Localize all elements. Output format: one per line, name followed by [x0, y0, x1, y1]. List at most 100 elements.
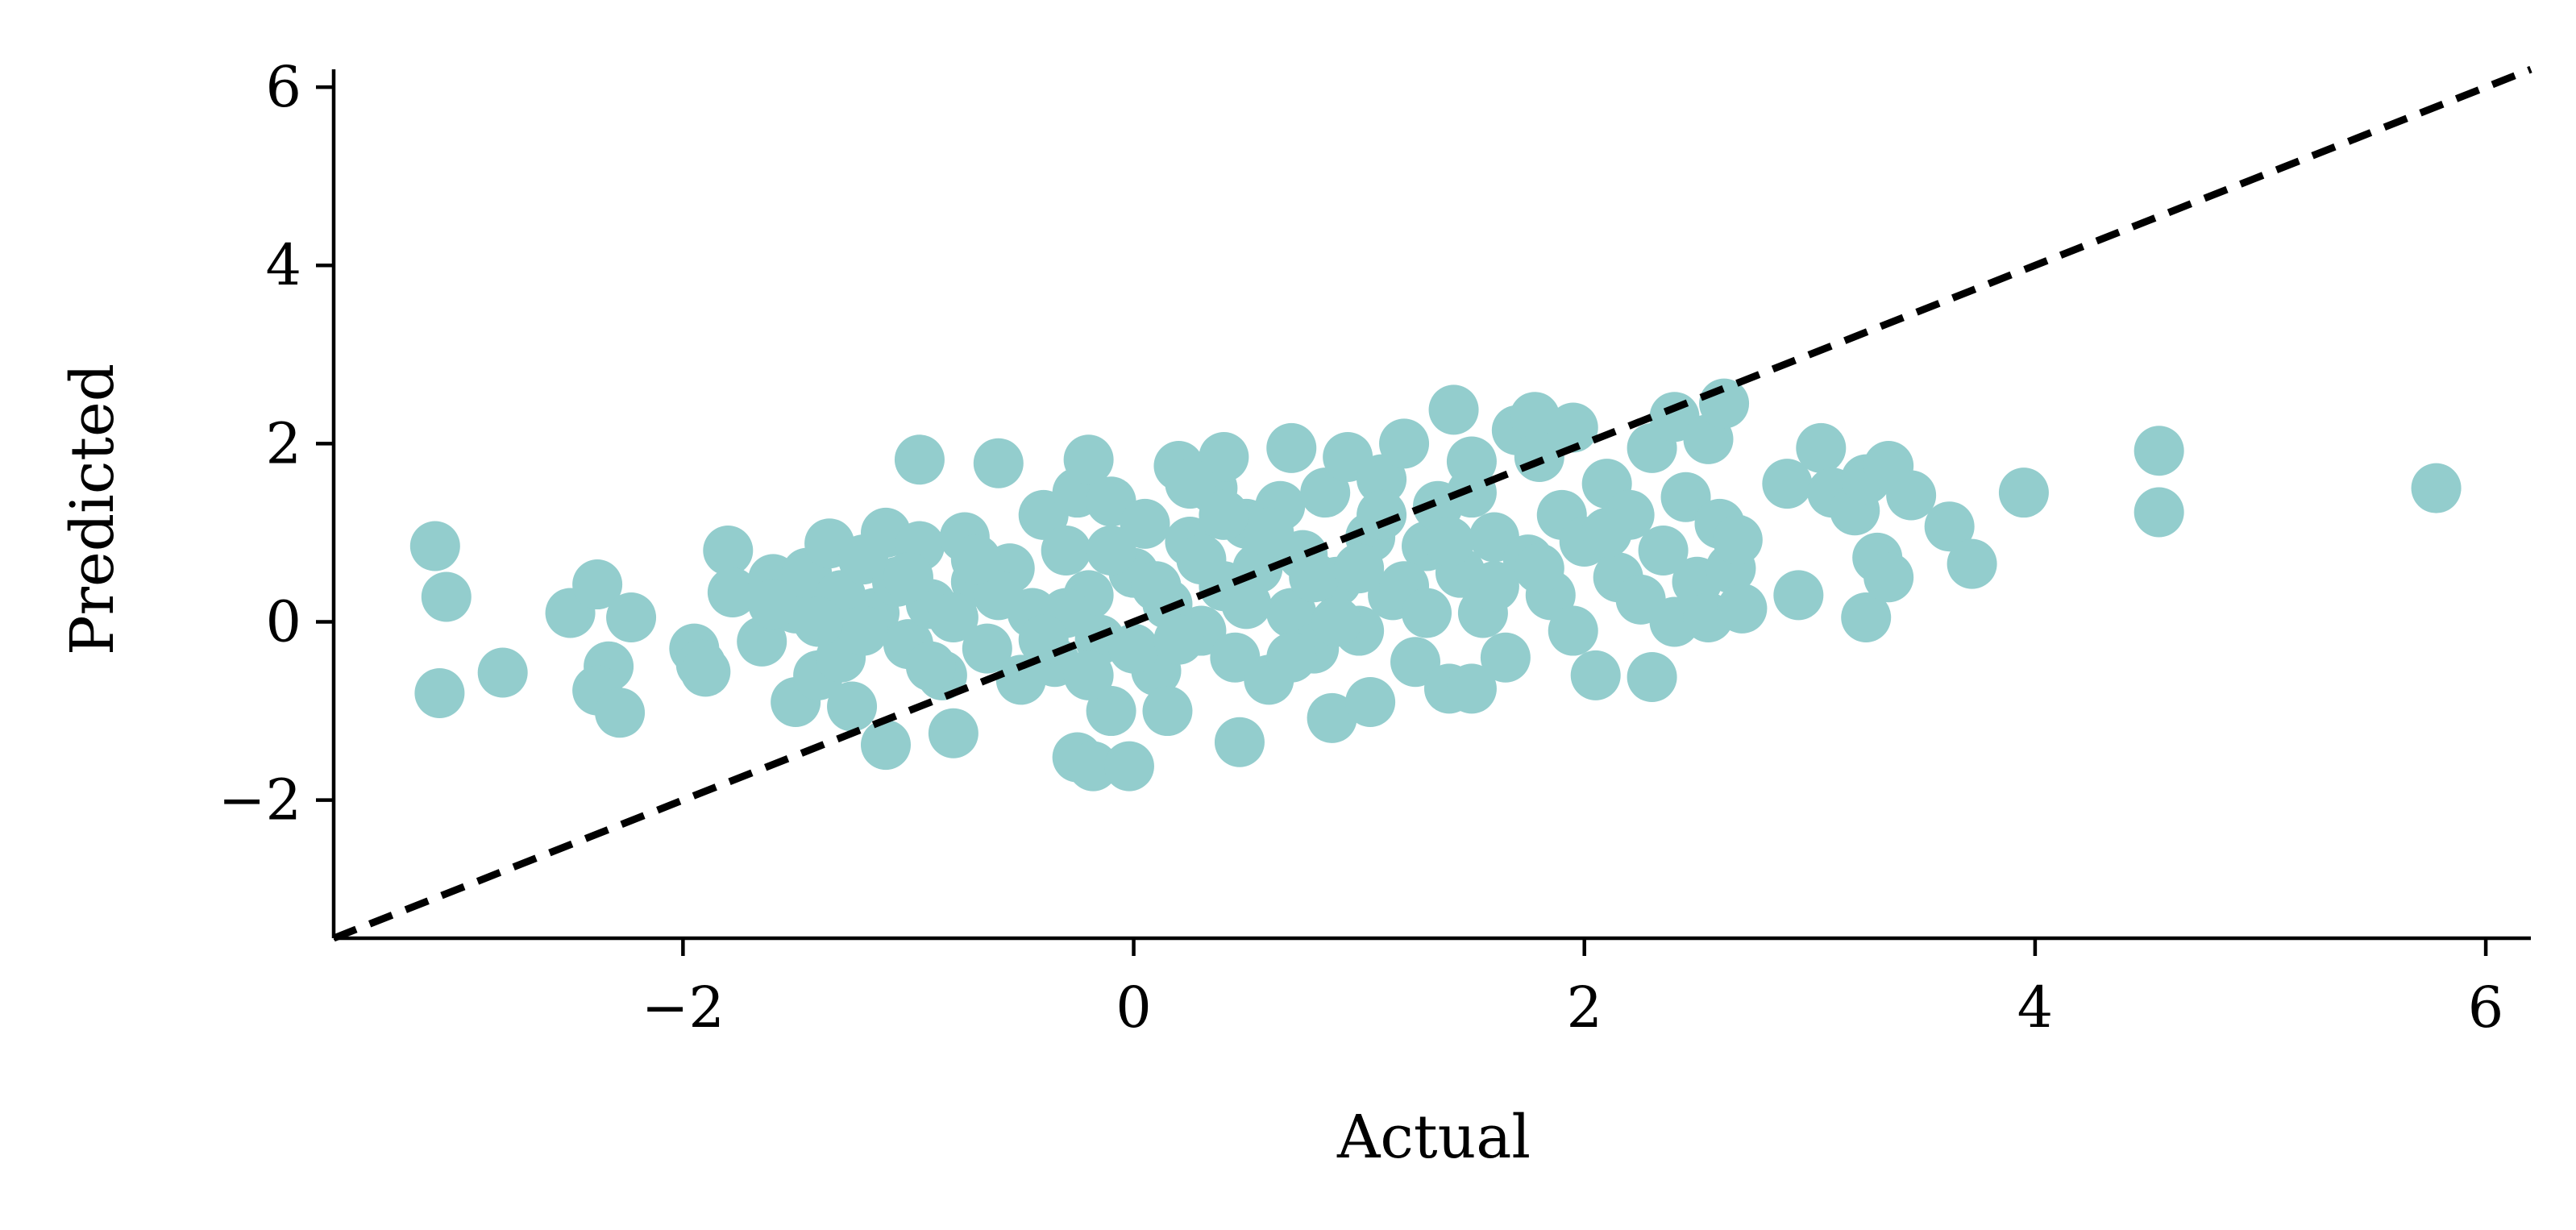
data-point [1289, 552, 1340, 603]
data-point [1086, 526, 1136, 576]
data-point [606, 592, 657, 642]
x-tick-label: 6 [2468, 974, 2504, 1041]
data-point [894, 434, 945, 485]
data-point [1131, 561, 1182, 612]
data-point [1514, 543, 1564, 594]
points-layer [409, 378, 2462, 792]
data-point [1221, 579, 1272, 630]
x-tick-label: 2 [1566, 974, 1602, 1041]
data-point [1717, 583, 1768, 634]
data-point [2134, 487, 2184, 538]
data-point [414, 667, 465, 718]
data-point [1379, 418, 1430, 469]
data-point [1345, 677, 1396, 728]
y-tick-label: 0 [265, 588, 301, 654]
data-point [1863, 552, 1914, 603]
data-point [1244, 507, 1294, 558]
data-point [1199, 431, 1249, 482]
data-point [1469, 561, 1519, 612]
data-point [680, 646, 731, 697]
y-ticks: −2 0 2 4 6 [218, 54, 334, 833]
y-tick-label: 4 [265, 232, 301, 298]
data-point [1548, 605, 1598, 656]
y-tick-label: 6 [265, 54, 301, 120]
data-point [1120, 498, 1170, 549]
data-point [1446, 663, 1497, 714]
data-point [748, 579, 799, 630]
data-point [1214, 717, 1265, 767]
data-point [1199, 489, 1249, 540]
data-point [1307, 692, 1357, 743]
data-point [928, 708, 978, 758]
data-point [1165, 459, 1215, 509]
data-point [1428, 384, 1479, 435]
data-point [1402, 588, 1452, 638]
x-tick-label: 4 [2017, 974, 2054, 1041]
data-point [1570, 650, 1621, 700]
data-point [860, 720, 911, 771]
data-point [1266, 588, 1317, 638]
data-point [1998, 467, 2049, 518]
data-point [1086, 686, 1136, 737]
data-point [1924, 501, 1975, 552]
data-point [1762, 459, 1813, 509]
data-point [1357, 454, 1407, 505]
data-point [1142, 686, 1193, 737]
data-point [1063, 650, 1114, 700]
data-point [1063, 434, 1114, 485]
x-tick-label: 0 [1116, 974, 1152, 1041]
data-point [827, 681, 878, 732]
data-point [703, 526, 754, 576]
data-point [1841, 592, 1892, 642]
data-point [1638, 526, 1689, 576]
data-point [1773, 570, 1824, 621]
data-point [1266, 632, 1317, 683]
data-point [1712, 514, 1763, 565]
data-point [1311, 596, 1362, 647]
data-point [1947, 538, 1997, 589]
data-point [1699, 378, 1750, 429]
data-point [707, 567, 758, 618]
data-point [1796, 422, 1847, 473]
data-point [905, 641, 956, 692]
data-point [1176, 534, 1227, 585]
y-axis-title: Predicted [58, 364, 127, 655]
data-point [973, 438, 1024, 488]
identity-reference-line [332, 65, 2532, 942]
data-point [1068, 741, 1119, 792]
data-point [1660, 472, 1711, 522]
data-point [2411, 463, 2462, 513]
data-point [838, 605, 889, 656]
data-point [477, 647, 528, 698]
data-point [793, 596, 844, 647]
data-point [1041, 526, 1091, 576]
data-point [1446, 436, 1497, 487]
data-point [883, 552, 933, 603]
data-point [409, 521, 460, 571]
data-point [572, 559, 623, 610]
x-ticks: −2 0 2 4 6 [642, 938, 2504, 1041]
data-point [1103, 741, 1154, 792]
data-point [1581, 507, 1632, 558]
data-point [1510, 392, 1560, 443]
data-point [1886, 470, 1937, 521]
data-point [1108, 623, 1159, 674]
data-point [928, 592, 978, 642]
y-tick-label: −2 [218, 767, 301, 833]
data-point [1423, 516, 1474, 567]
y-tick-label: 2 [265, 410, 301, 476]
data-point [1153, 614, 1204, 665]
data-point [1390, 637, 1441, 688]
data-point [1627, 652, 1677, 703]
data-point [1018, 614, 1069, 665]
data-point [1480, 632, 1531, 683]
data-point [2134, 426, 2184, 476]
data-point [421, 571, 472, 622]
data-point [973, 570, 1024, 621]
data-point [1357, 489, 1407, 540]
data-point [1334, 543, 1385, 594]
x-axis-title: Actual [1336, 1103, 1531, 1172]
x-tick-label: −2 [642, 974, 725, 1041]
data-point [962, 623, 1012, 674]
